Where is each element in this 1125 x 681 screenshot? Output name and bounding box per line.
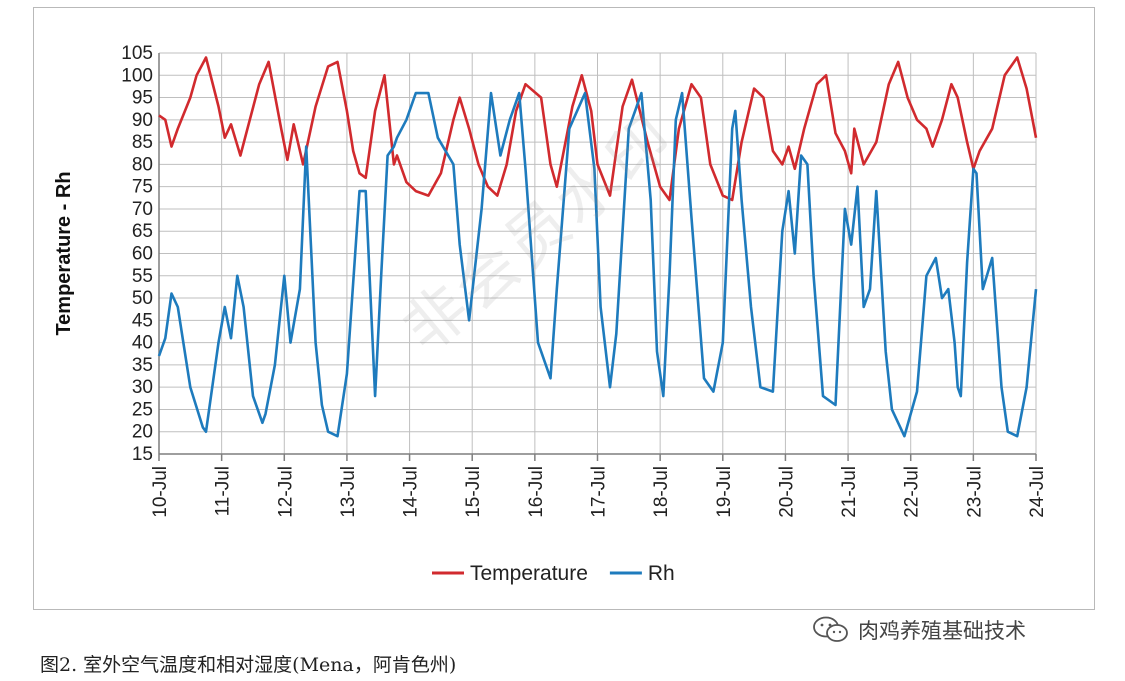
wechat-icon <box>813 616 848 642</box>
y-tick-label: 50 <box>132 288 153 309</box>
y-tick-label: 20 <box>132 422 153 443</box>
legend-label: Rh <box>648 562 675 585</box>
chart-frame <box>33 7 1095 610</box>
account-watermark: 肉鸡养殖基础技术 <box>812 615 1026 645</box>
figure-caption: 图2. 室外空气温度和相对湿度(Mena，阿肯色州) <box>40 654 457 676</box>
y-tick-label: 80 <box>132 154 153 175</box>
y-tick-label: 70 <box>132 199 153 220</box>
y-axis-title: Temperature - Rh <box>53 171 75 335</box>
x-tick-label: 16-Jul <box>526 466 547 518</box>
x-tick-label: 17-Jul <box>589 466 610 518</box>
legend-label: Temperature <box>470 562 588 585</box>
y-tick-label: 90 <box>132 110 153 131</box>
y-tick-label: 30 <box>132 377 153 398</box>
account-name: 肉鸡养殖基础技术 <box>858 619 1026 643</box>
x-tick-label: 19-Jul <box>714 466 735 518</box>
y-tick-label: 15 <box>132 444 153 465</box>
x-tick-label: 24-Jul <box>1027 466 1048 518</box>
x-tick-label: 14-Jul <box>401 466 422 518</box>
x-tick-label: 12-Jul <box>275 466 296 518</box>
y-tick-label: 45 <box>132 310 153 331</box>
series-line-rh <box>157 91 1038 438</box>
y-tick-label: 65 <box>132 221 153 242</box>
x-tick-label: 11-Jul <box>213 466 234 516</box>
x-tick-label: 15-Jul <box>463 466 484 518</box>
x-tick-label: 18-Jul <box>651 466 672 518</box>
y-tick-label: 100 <box>121 65 153 86</box>
y-tick-label: 60 <box>132 244 153 265</box>
y-tick-label: 75 <box>132 177 153 198</box>
y-tick-label: 85 <box>132 132 153 153</box>
y-tick-label: 25 <box>132 399 153 420</box>
y-tick-label: 35 <box>132 355 153 376</box>
y-tick-label: 40 <box>132 333 153 354</box>
line-chart: 1520253035404550556065707580859095100105… <box>53 43 1048 585</box>
x-tick-label: 10-Jul <box>150 466 171 518</box>
x-tick-label: 22-Jul <box>902 466 923 518</box>
legend: Temperature Rh <box>432 562 675 585</box>
y-tick-label: 55 <box>132 266 153 287</box>
x-tick-label: 13-Jul <box>338 466 359 518</box>
y-tick-label: 105 <box>121 43 153 64</box>
x-tick-label: 21-Jul <box>839 466 860 518</box>
y-tick-label: 95 <box>132 88 153 109</box>
x-tick-label: 20-Jul <box>776 466 797 518</box>
x-tick-label: 23-Jul <box>964 466 985 518</box>
series-line-temperature <box>158 56 1038 202</box>
